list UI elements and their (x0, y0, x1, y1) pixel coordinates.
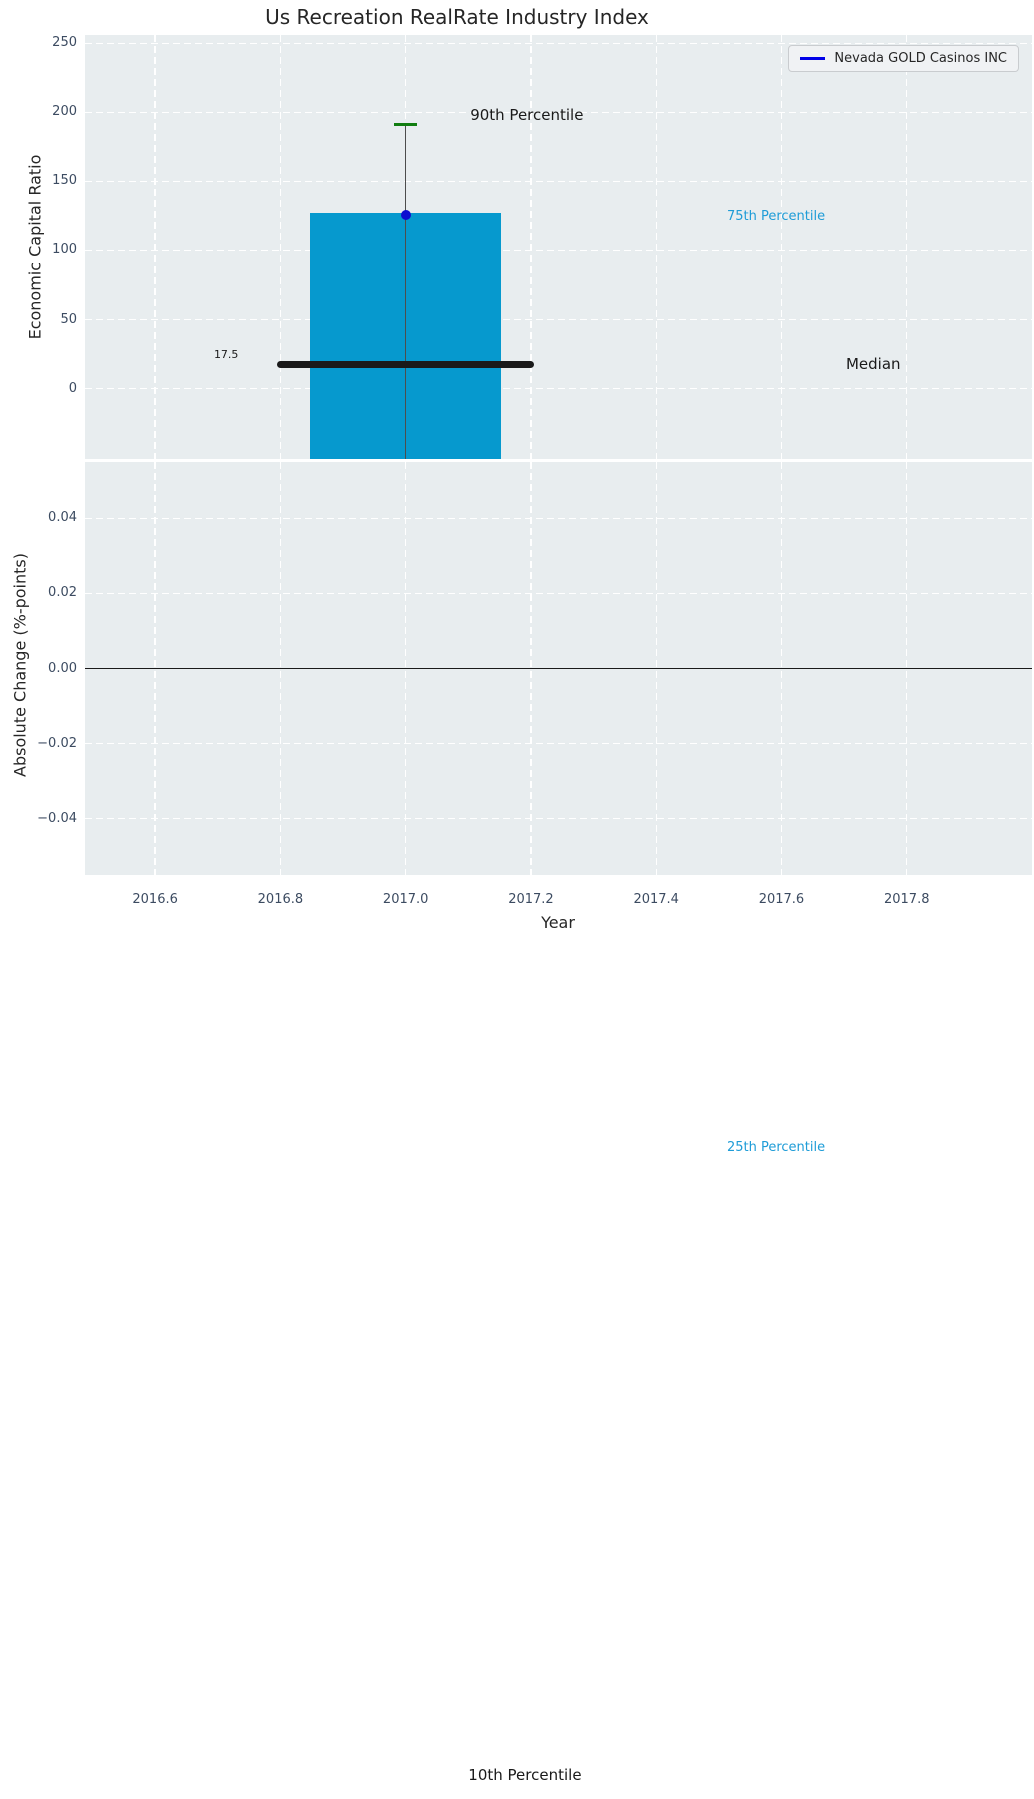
y-tick-label: 100 (52, 242, 77, 258)
legend: Nevada GOLD Casinos INC (788, 45, 1019, 72)
gridline-vertical (906, 35, 908, 459)
x-tick-label: 2016.6 (132, 892, 178, 907)
gridline-horizontal (85, 742, 1032, 745)
gridline-horizontal (85, 42, 1032, 44)
whisker-line (404, 124, 407, 459)
y-tick-label: 250 (52, 35, 77, 51)
y-tick-label: 0 (68, 380, 77, 396)
gridline-horizontal (85, 111, 1032, 114)
annotation-90th-percentile: 90th Percentile (470, 105, 584, 124)
y-tick-label: −0.04 (37, 810, 77, 826)
legend-label: Nevada GOLD Casinos INC (834, 51, 1007, 66)
company-marker-dot (400, 209, 411, 220)
x-tick-label: 2017.6 (758, 892, 805, 907)
x-tick-label: 2017.4 (633, 892, 679, 907)
gridline-vertical (655, 35, 657, 459)
gridline-horizontal (85, 180, 1032, 183)
gridline-vertical (530, 35, 532, 459)
plot-absolute-change (85, 462, 1032, 875)
gridline-horizontal (85, 592, 1032, 595)
gridline-horizontal (85, 387, 1032, 390)
y-tick-label: 0.02 (48, 585, 77, 601)
annotation-median: Median (845, 354, 901, 373)
chart-title: Us Recreation RealRate Industry Index (265, 5, 649, 29)
x-axis-label-year: Year (541, 913, 575, 932)
gridline-vertical (279, 35, 282, 459)
zero-line (85, 667, 1032, 670)
legend-line-sample (800, 57, 826, 60)
y-tick-label: 0.04 (48, 510, 77, 526)
annotation-75th-percentile: 75th Percentile (726, 209, 826, 225)
gridline-horizontal (85, 249, 1032, 252)
y-tick-label: 50 (60, 311, 77, 327)
y-tick-label: −0.02 (37, 735, 77, 751)
x-tick-label: 2017.8 (883, 892, 930, 907)
p90-cap (394, 123, 417, 127)
annotation-17-5: 17.5 (213, 348, 239, 362)
plot-economic-capital-ratio: 90th Percentile 75th Percentile Median 17.5… (85, 35, 1032, 1783)
gridline-vertical (780, 35, 783, 459)
y-tick-label: 0.00 (48, 660, 77, 676)
gridline-horizontal (85, 517, 1032, 519)
median-line (277, 360, 534, 368)
gridline-horizontal (85, 817, 1032, 820)
gridline-vertical (154, 35, 156, 459)
x-tick-label: 2017.0 (382, 892, 429, 907)
annotation-10th-percentile: 10th Percentile (468, 1765, 582, 1784)
gridline-horizontal (85, 318, 1032, 321)
x-tick-label: 2016.8 (257, 892, 304, 907)
x-tick-label: 2017.2 (508, 892, 554, 907)
annotation-25th-percentile: 25th Percentile (726, 1140, 826, 1156)
y-tick-label: 150 (52, 173, 77, 189)
y-tick-label: 200 (52, 104, 77, 120)
